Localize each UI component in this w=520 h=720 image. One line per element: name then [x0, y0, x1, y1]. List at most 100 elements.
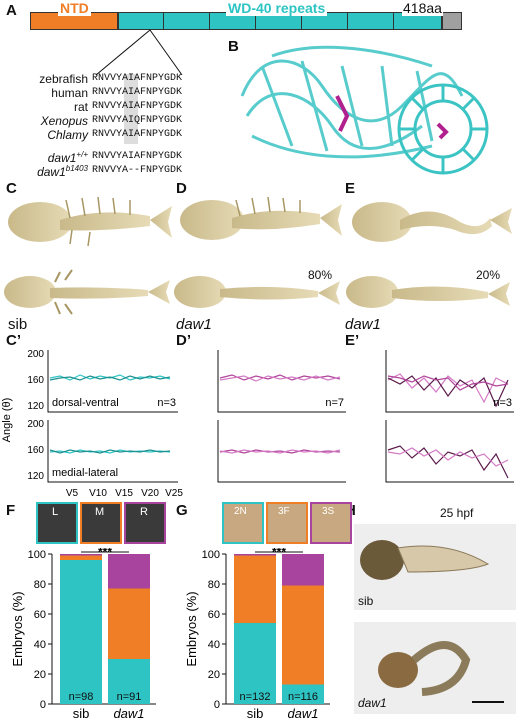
genotype-label-sib: sib	[8, 316, 28, 333]
y-tick-label: 20	[208, 669, 220, 681]
protein-structure-top-view	[397, 83, 489, 175]
n-count-label: n=91	[117, 691, 142, 703]
length-label: 418aa	[402, 0, 443, 16]
percent-label-e: 20%	[476, 268, 501, 282]
embryo-images	[354, 524, 516, 714]
n-count-label: n=116	[288, 691, 318, 703]
xtick: V5	[66, 488, 79, 499]
inset-m: M	[80, 502, 122, 544]
y-tick-label: 0	[40, 699, 46, 711]
ntd-label: NTD	[58, 0, 91, 16]
zoom-lines	[95, 29, 183, 76]
n-label: n=3	[493, 397, 512, 409]
daw1-skeleton-lateral-d	[180, 196, 342, 240]
angle-ylabel: Angle (θ)	[1, 398, 13, 443]
bar-segment-3f	[282, 585, 324, 685]
row-label-dorsal-ventral: dorsal-ventral	[52, 397, 119, 409]
daw1-angle-traces-e	[387, 373, 509, 479]
y-tick-label: 0	[214, 699, 220, 711]
protein-structure-side-view	[240, 45, 464, 159]
percent-label-d: 80%	[308, 268, 333, 282]
n-count-label: n=132	[240, 691, 271, 703]
xtick: V10	[89, 488, 107, 499]
embryo-label-daw1: daw1	[358, 696, 387, 710]
sib-skeleton-dorsal	[4, 269, 170, 315]
panel-label-f: F	[6, 502, 16, 519]
xtick: V15	[115, 488, 133, 499]
ytick: 160	[27, 375, 44, 386]
panel-label-c: C	[6, 180, 17, 197]
bar-segment-m	[60, 555, 102, 560]
bar-segment-r	[60, 554, 102, 556]
y-tick-label: 60	[34, 609, 46, 621]
y-tick-label: 80	[208, 579, 220, 591]
y-tick-label: 20	[34, 669, 46, 681]
y-tick-label: 60	[208, 609, 220, 621]
bar-segment-m	[108, 588, 150, 659]
n-count-label: n=98	[69, 691, 94, 703]
category-label: daw1	[287, 706, 318, 720]
panel-label-d-prime: D’	[176, 332, 191, 349]
significance-label: ***	[98, 548, 112, 559]
category-label: daw1	[113, 706, 144, 720]
bar-segment-r	[108, 554, 150, 589]
bar-segment-3f	[234, 555, 276, 623]
category-label: sib	[247, 706, 264, 720]
category-label: sib	[73, 706, 90, 720]
bar-segment-2n	[234, 623, 276, 704]
panel-label-g: G	[176, 502, 188, 519]
y-tick-label: 40	[208, 639, 220, 651]
ytick: 120	[27, 401, 44, 412]
conserved-highlight	[124, 74, 138, 144]
embryo-label-sib: sib	[358, 594, 374, 608]
y-tick-label: 80	[34, 579, 46, 591]
daw1-skeleton-dorsal-d	[174, 276, 340, 308]
genotype-label-daw1-d: daw1	[176, 316, 212, 333]
y-tick-label: 40	[34, 639, 46, 651]
ytick: 200	[27, 349, 44, 360]
domain-bar: NTD WD-40 repeats 418aa	[30, 0, 462, 32]
stage-label: 25 hpf	[440, 506, 474, 520]
bar-segment-3s	[234, 554, 276, 556]
xtick: V20	[141, 488, 159, 499]
otolith-insets: 2N 3F 3S	[222, 502, 352, 546]
n-label: n=7	[325, 397, 344, 409]
daw1-skeleton-dorsal-e	[346, 276, 510, 308]
inset-3f: 3F	[266, 502, 308, 544]
panel-label-c-prime: C’	[6, 332, 21, 349]
sib-angle-traces	[49, 374, 171, 454]
y-tick-label: 100	[28, 549, 46, 561]
y-axis-label: Embryos (%)	[184, 591, 199, 666]
panel-label-d: D	[176, 180, 187, 197]
wd40-label: WD-40 repeats	[226, 0, 328, 16]
inset-r: R	[124, 502, 166, 544]
heart-looping-insets: L M R	[36, 502, 166, 546]
panel-label-e: E	[345, 180, 356, 197]
skeleton-images	[4, 196, 512, 315]
genotype-label-daw1-e: daw1	[345, 316, 381, 333]
bar-segment-l	[108, 659, 150, 704]
sib-skeleton-lateral	[8, 196, 172, 247]
panel-label-b: B	[228, 38, 239, 55]
inset-2n: 2N	[222, 502, 264, 544]
ytick: 160	[27, 445, 44, 456]
bar-segment-2n	[282, 684, 324, 704]
bar-charts: 0 20 40 60 80 100 Embryos (%) n=98 sib n=91 daw1 **…	[10, 548, 330, 720]
panel-label-a: A	[6, 2, 17, 19]
inset-l: L	[36, 502, 78, 544]
ytick: 120	[27, 471, 44, 482]
y-tick-label: 100	[202, 549, 220, 561]
daw1-skeleton-lateral-e	[352, 202, 512, 242]
row-label-medial-lateral: medial-lateral	[52, 467, 118, 479]
xtick: V25	[165, 488, 183, 499]
daw1-angle-traces-d	[219, 374, 341, 454]
bar-segment-3s	[282, 554, 324, 586]
angle-plots: Angle (θ) 200 160 120 200 160 120 dorsal…	[1, 349, 514, 499]
significance-label: ***	[272, 548, 286, 559]
inset-3s: 3S	[310, 502, 352, 544]
bar-segment-l	[60, 560, 102, 704]
c-terminal-tail	[442, 12, 462, 30]
ytick: 200	[27, 419, 44, 430]
panel-label-e-prime: E’	[345, 332, 360, 349]
n-label: n=3	[157, 397, 176, 409]
